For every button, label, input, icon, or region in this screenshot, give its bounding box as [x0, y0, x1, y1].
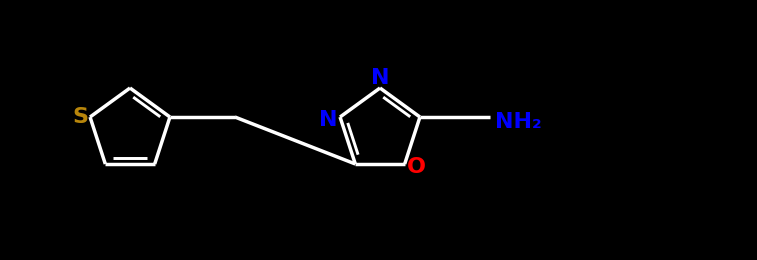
- Text: S: S: [72, 107, 88, 127]
- Text: N: N: [371, 68, 389, 88]
- Text: NH₂: NH₂: [495, 112, 542, 132]
- Text: N: N: [319, 110, 338, 130]
- Text: O: O: [407, 157, 426, 177]
